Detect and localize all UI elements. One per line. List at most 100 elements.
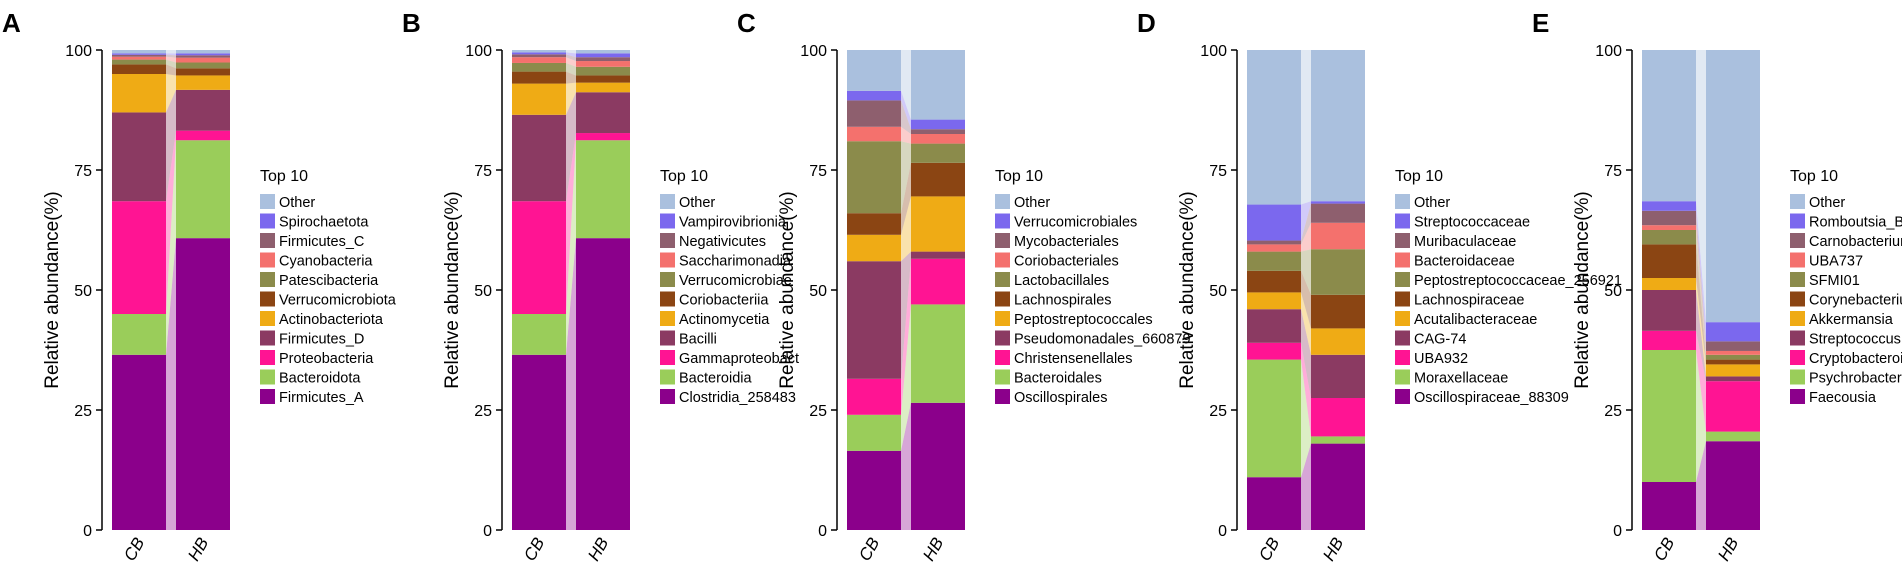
legend-swatch (1790, 350, 1805, 365)
legend-swatch (660, 213, 675, 229)
bar-segment (1642, 50, 1696, 202)
legend-swatch (1790, 389, 1805, 404)
flow-band (166, 89, 176, 202)
bar-segment (176, 53, 230, 56)
bar-segment (1311, 50, 1365, 202)
legend-label: UBA737 (1809, 254, 1863, 270)
y-tick-label: 75 (809, 163, 827, 180)
legend-swatch (660, 311, 675, 326)
bar-segment (1642, 330, 1696, 350)
legend-label: Firmicutes_C (279, 234, 364, 250)
legend-swatch (1790, 233, 1805, 248)
bar-segment (112, 59, 166, 65)
flow-band (1696, 50, 1706, 323)
flow-band (566, 92, 576, 202)
legend-label: Mycobacteriales (1014, 234, 1119, 250)
x-tick-label: HB (1319, 534, 1347, 564)
bar-segment (576, 92, 630, 134)
legend-label: Corynebacterium (1809, 293, 1902, 309)
bar-segment (512, 71, 566, 84)
legend-swatch (260, 350, 275, 365)
flow-band (566, 82, 576, 115)
legend-label: Muribaculaceae (1414, 234, 1516, 250)
y-tick-label: 25 (1604, 403, 1622, 420)
flow-band (1696, 278, 1706, 377)
bar-segment (1247, 240, 1301, 245)
y-axis-label: Relative abundance(%) (1572, 191, 1593, 389)
y-tick-label: 100 (800, 43, 827, 60)
bar-segment (911, 162, 965, 197)
bar-segment (576, 82, 630, 93)
legend-swatch (260, 291, 275, 307)
legend-swatch (260, 369, 275, 385)
bar-segment (1311, 222, 1365, 250)
legend-label: Cryptobacteroides (1809, 351, 1902, 367)
bar-segment (847, 213, 901, 235)
bar-segment (1311, 249, 1365, 295)
legend-swatch (1395, 252, 1410, 268)
flow-band (901, 251, 911, 379)
legend-swatch (995, 194, 1010, 209)
legend-label: Verrucomicrobiota (279, 293, 397, 309)
bar-segment (176, 68, 230, 76)
legend-label: Carnobacterium_A_320743 (1809, 234, 1902, 250)
bar-segment (576, 53, 630, 58)
legend-swatch (995, 369, 1010, 385)
flow-band (566, 133, 576, 314)
legend-swatch (1395, 194, 1410, 209)
bar-segment (1706, 376, 1760, 382)
legend-swatch (995, 350, 1010, 365)
bar-segment (1311, 294, 1365, 329)
y-tick-label: 75 (1604, 163, 1622, 180)
flow-band (901, 141, 911, 214)
flow-band (166, 50, 176, 54)
legend-label: Verrucomicrobiales (1014, 215, 1137, 231)
legend-swatch (1395, 311, 1410, 326)
legend-label: Actinomycetia (679, 312, 770, 328)
y-tick-label: 25 (809, 403, 827, 420)
legend-swatch (260, 311, 275, 326)
flow-band (1301, 443, 1311, 530)
bar-segment (911, 196, 965, 252)
bar-segment (176, 140, 230, 239)
bar-segment (911, 143, 965, 163)
legend-label: Romboutsia_B (1809, 215, 1902, 231)
legend-label: Cyanobacteria (279, 254, 373, 270)
bar-segment (112, 74, 166, 113)
legend-swatch (1790, 330, 1805, 346)
y-tick-label: 75 (1209, 163, 1227, 180)
flow-band (1301, 249, 1311, 295)
legend-swatch (1395, 291, 1410, 307)
y-tick-label: 0 (483, 523, 492, 540)
legend-swatch (660, 252, 675, 268)
bar-segment (176, 130, 230, 141)
x-tick-label: HB (1714, 534, 1742, 564)
bar-segment (847, 90, 901, 101)
legend-swatch (660, 194, 675, 209)
y-tick-label: 75 (74, 163, 92, 180)
bar-segment (512, 52, 566, 55)
legend-label: Firmicutes_D (279, 332, 364, 348)
bar-segment (176, 238, 230, 530)
y-tick-label: 0 (818, 523, 827, 540)
flow-band (901, 100, 911, 134)
bar-segment (911, 129, 965, 134)
legend-label: Faecousia (1809, 390, 1877, 406)
bar-segment (847, 450, 901, 530)
flow-band (901, 258, 911, 415)
legend-label: UBA932 (1414, 351, 1468, 367)
legend-label: Oscillospiraceae_88309 (1414, 390, 1569, 406)
flow-band (1696, 225, 1706, 355)
legend-label: Verrucomicrobiae (679, 273, 792, 289)
bar-segment (1642, 225, 1696, 230)
legend-swatch (1790, 369, 1805, 385)
panel-label: C (737, 8, 756, 38)
flow-band (901, 162, 911, 235)
flow-band (1696, 230, 1706, 360)
y-axis-label: Relative abundance(%) (777, 191, 798, 389)
legend-swatch (1395, 350, 1410, 365)
bar-segment (176, 50, 230, 54)
bar-segment (911, 304, 965, 403)
legend-swatch (660, 350, 675, 365)
legend-label: Other (1414, 195, 1450, 211)
